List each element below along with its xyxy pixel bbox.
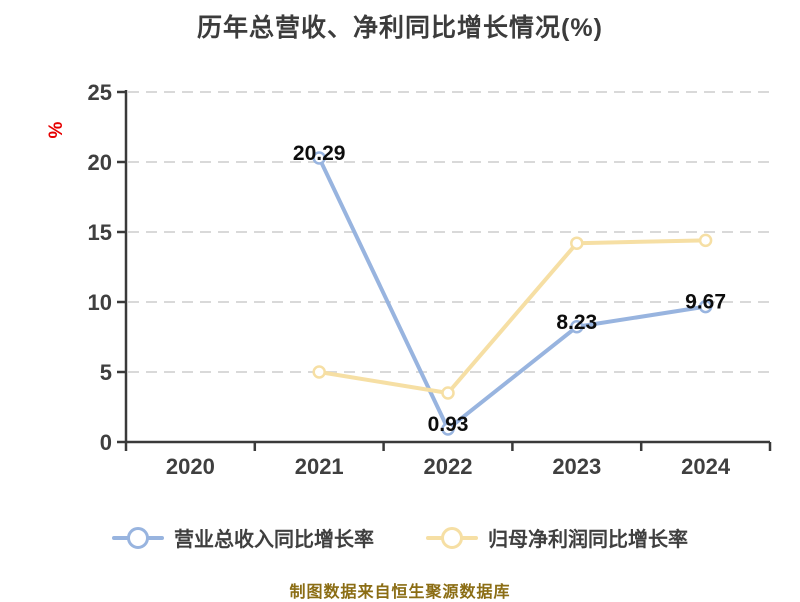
x-tick-label: 2024 (681, 454, 731, 479)
chart-legend: 营业总收入同比增长率 归母净利润同比增长率 (0, 523, 800, 552)
y-tick-label: 15 (88, 220, 112, 245)
data-point-marker-1 (312, 365, 326, 379)
profit-series-marker-icon (426, 526, 478, 549)
data-point-marker-1 (570, 236, 584, 250)
y-tick-label: 0 (100, 430, 112, 455)
y-tick-label: 20 (88, 150, 112, 175)
x-tick-label: 2022 (424, 454, 473, 479)
series-line-1 (317, 238, 708, 395)
data-point-marker-0 (312, 151, 326, 165)
data-point-marker-1 (441, 386, 455, 400)
data-point-marker-1 (698, 233, 713, 248)
legend-item-revenue-growth: 营业总收入同比增长率 (112, 523, 374, 552)
revenue-series-circle-swatch (127, 526, 149, 549)
y-tick-label: 25 (88, 80, 112, 105)
x-tick-label: 2020 (166, 454, 215, 479)
series-line-0 (317, 155, 708, 431)
legend-label-profit-growth: 归母净利润同比增长率 (488, 529, 688, 551)
legend-item-profit-growth: 归母净利润同比增长率 (426, 523, 688, 552)
revenue-series-marker-icon (112, 526, 164, 549)
data-point-label: 20.29 (293, 142, 346, 165)
x-tick-label: 2021 (295, 454, 344, 479)
data-point-marker-0 (441, 422, 455, 436)
data-point-marker-0 (698, 299, 713, 314)
y-axis-unit-label: % (46, 121, 67, 138)
y-tick-label: 5 (100, 360, 112, 385)
data-point-label: 8.23 (556, 311, 597, 334)
data-source-note: 制图数据来自恒生聚源数据库 (289, 584, 511, 601)
data-point-marker-0 (570, 320, 584, 334)
profit-series-circle-swatch (441, 526, 463, 549)
data-point-label: 0.93 (428, 413, 469, 436)
y-tick-label: 10 (88, 290, 112, 315)
chart-title: 历年总营收、净利同比增长情况(%) (197, 14, 603, 42)
data-point-label: 9.67 (685, 291, 726, 314)
legend-label-revenue-growth: 营业总收入同比增长率 (174, 529, 374, 551)
x-tick-label: 2023 (552, 454, 601, 479)
